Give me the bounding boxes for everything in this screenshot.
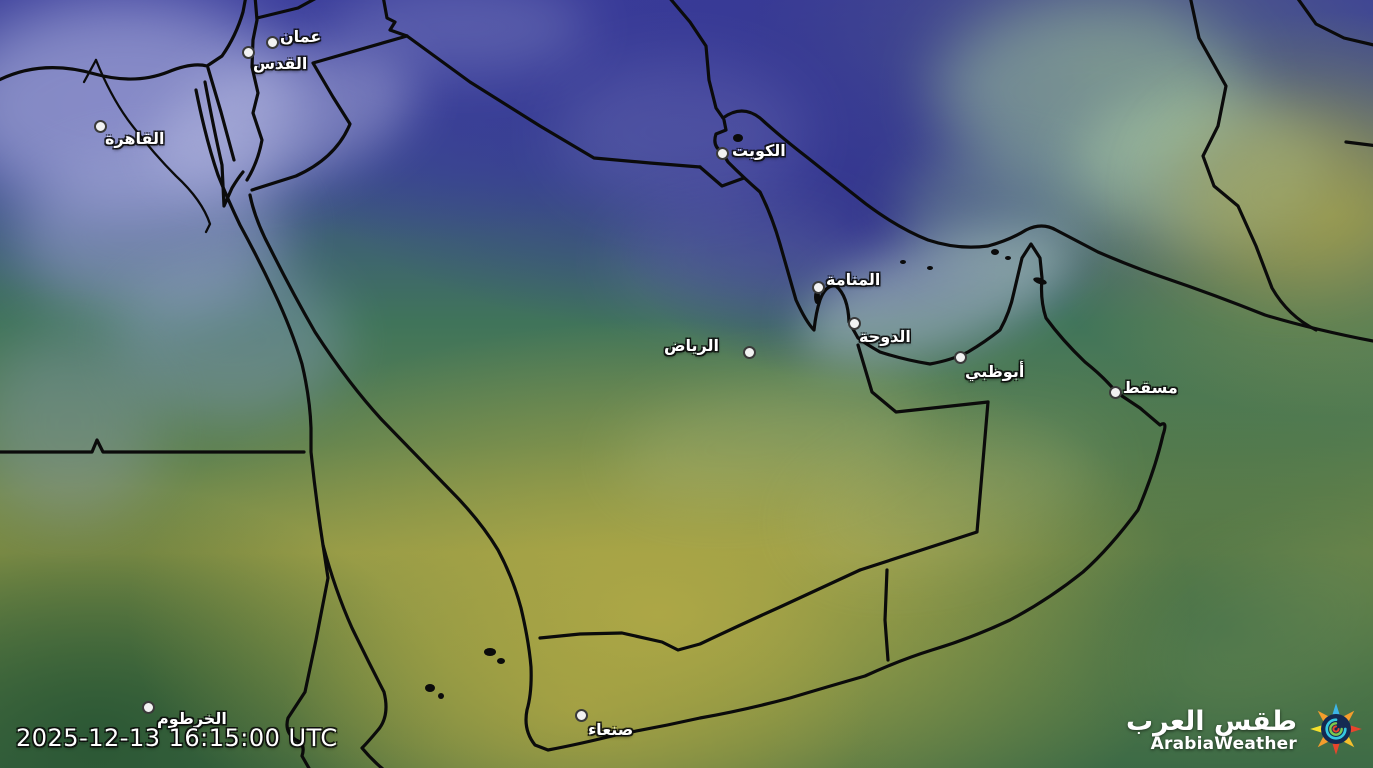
riyadh-marker [743, 346, 756, 359]
abu-dhabi-marker [954, 351, 967, 364]
amman-label: عمان [280, 27, 322, 46]
khartoum-marker [142, 701, 155, 714]
muscat-label: مسقط [1123, 378, 1178, 397]
manama-marker [812, 281, 825, 294]
kuwait-city-marker [716, 147, 729, 160]
sun-spiral-icon [1305, 702, 1367, 760]
logo-title-arabic: طقس العرب [1126, 705, 1297, 737]
khartoum-label: الخرطوم [157, 709, 227, 728]
riyadh-label: الرياض [664, 336, 719, 355]
cairo-label: القاهرة [105, 129, 165, 148]
logo-title-english: ArabiaWeather [1150, 734, 1297, 755]
sanaa-marker [575, 709, 588, 722]
cairo-marker [94, 120, 107, 133]
arabiaweather-logo[interactable]: طقس العرب ArabiaWeather [1126, 702, 1367, 760]
kuwait-city-label: الكويت [732, 141, 786, 160]
timestamp: 2025-12-13 16:15:00 UTC [16, 724, 338, 752]
jerusalem-label: القدس [253, 54, 308, 73]
amman-marker [266, 36, 279, 49]
doha-label: الدوحة [859, 327, 911, 346]
muscat-marker [1109, 386, 1122, 399]
manama-label: المنامة [826, 270, 881, 289]
doha-marker [848, 317, 861, 330]
jerusalem-marker [242, 46, 255, 59]
abu-dhabi-label: أبوظبي [965, 362, 1025, 381]
sanaa-label: صنعاء [588, 720, 634, 739]
